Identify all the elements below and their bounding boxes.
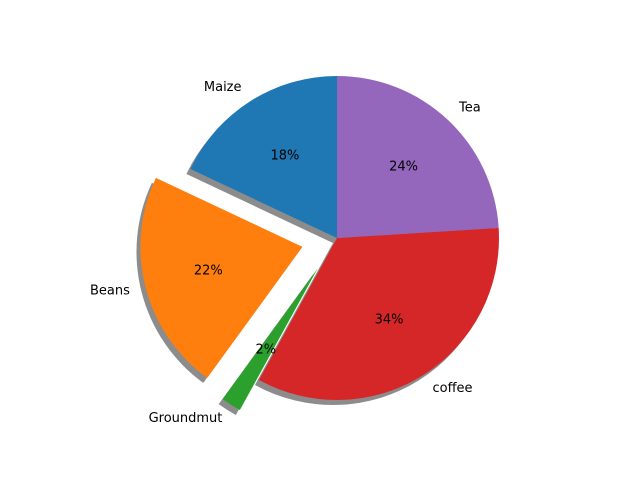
slice-percent-tea: 24%	[389, 160, 418, 175]
slice-percent-maize: 18%	[270, 148, 299, 163]
pie-slices	[140, 76, 499, 411]
slice-groundmut	[222, 268, 318, 411]
slice-labels: Maize 18% Beans 22% Groundmut 2% coffee 34% Tea 2…	[90, 80, 481, 426]
slice-percent-coffee: 34%	[375, 313, 404, 328]
slice-maize	[190, 76, 337, 238]
slice-label-coffee: coffee	[432, 381, 472, 396]
slice-percent-beans: 22%	[194, 264, 223, 279]
slice-label-maize: Maize	[204, 80, 242, 95]
slice-percent-groundmut: 2%	[256, 343, 277, 358]
slice-tea	[337, 76, 499, 238]
slice-label-groundmut: Groundmut	[149, 411, 223, 426]
slice-coffee	[258, 227, 499, 400]
slice-beans	[140, 177, 303, 378]
slice-label-tea: Tea	[458, 101, 481, 116]
slice-label-beans: Beans	[90, 284, 130, 299]
